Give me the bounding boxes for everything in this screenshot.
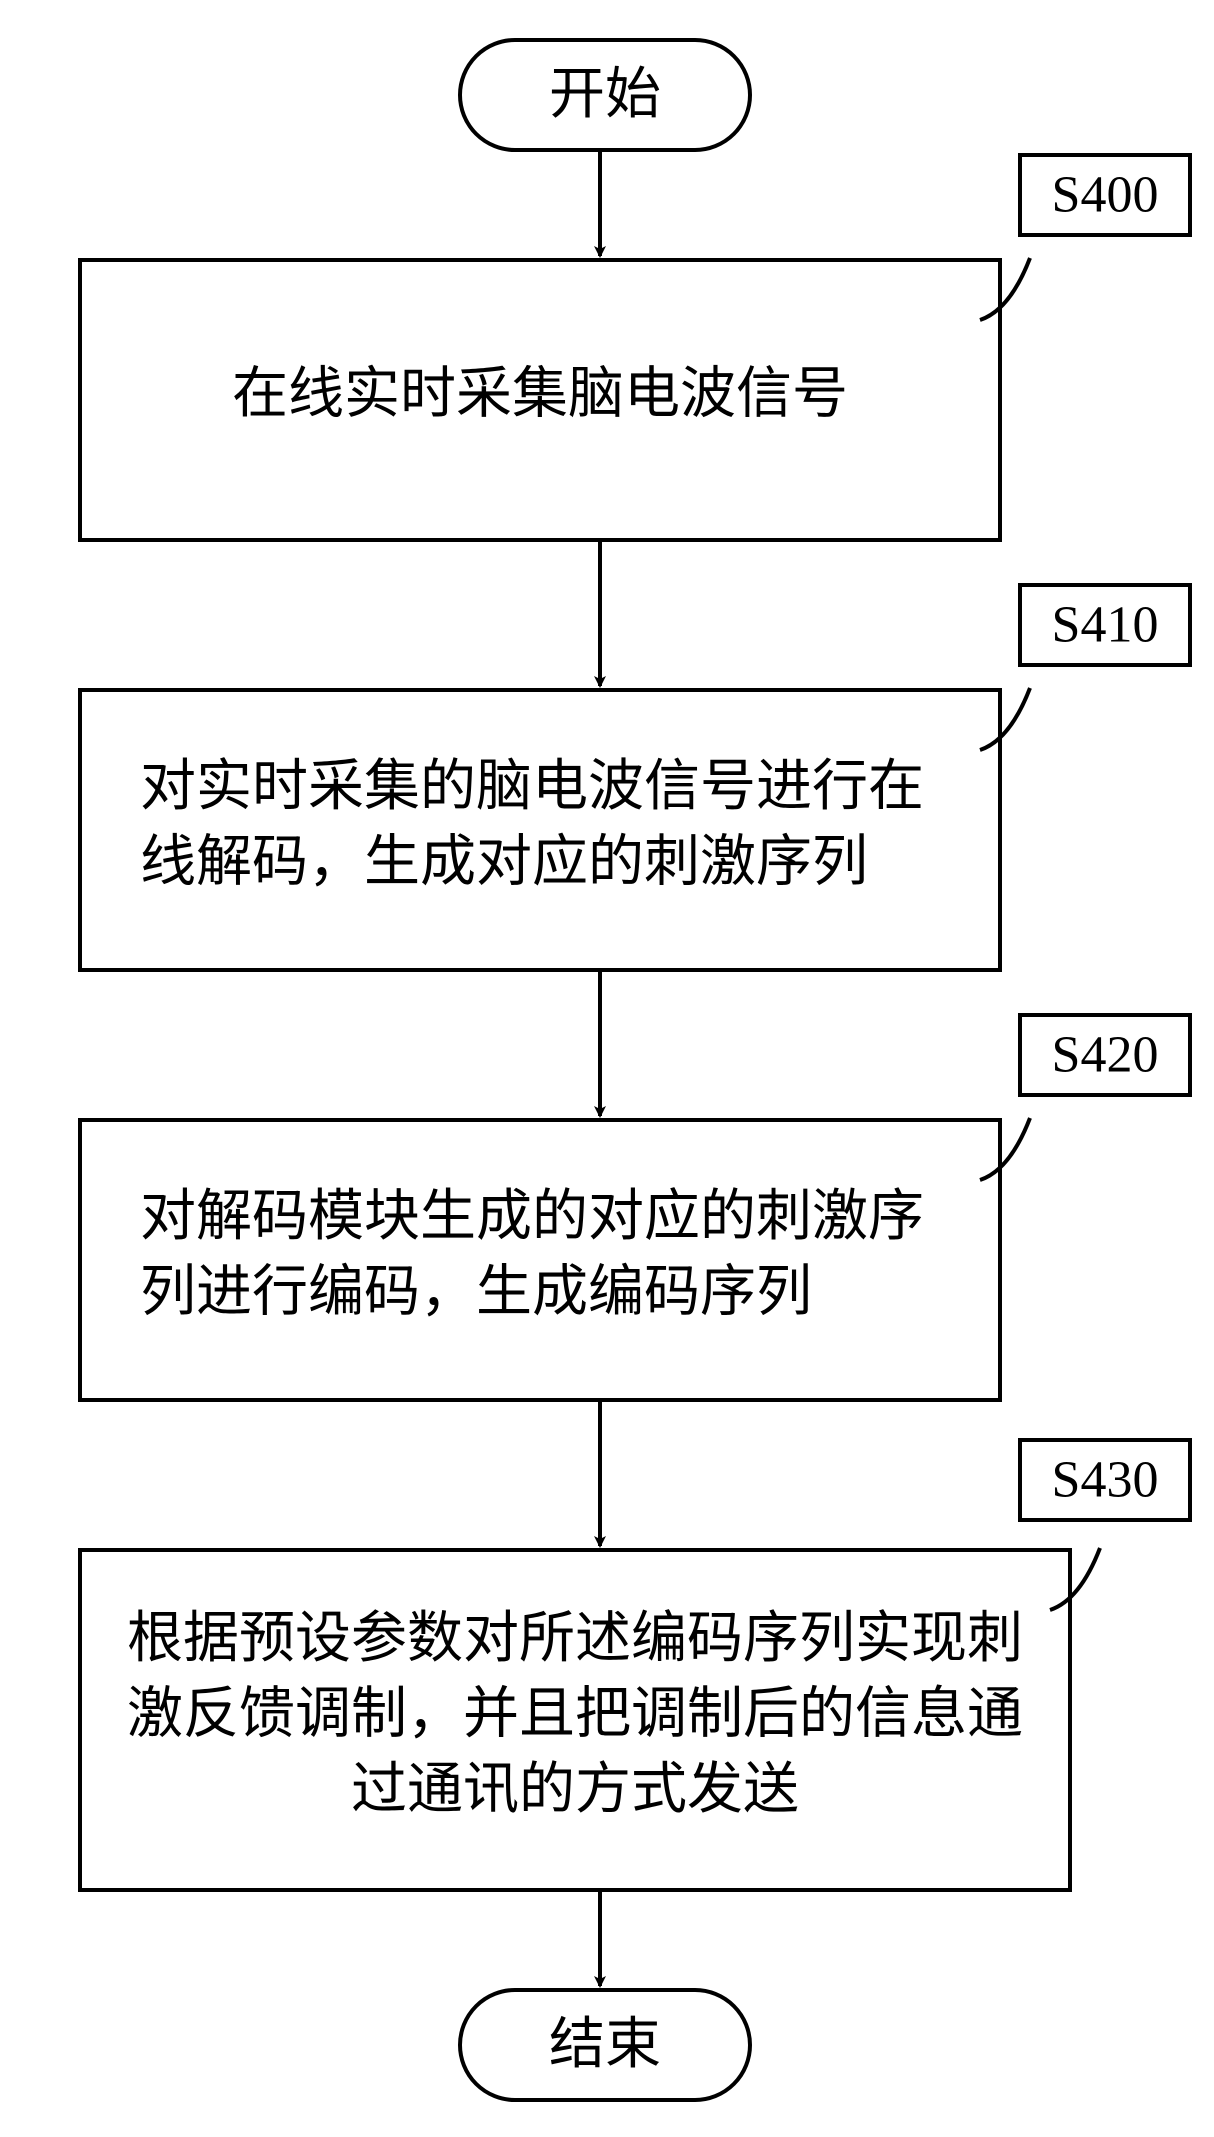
step-box-S420 bbox=[80, 1120, 1000, 1400]
step-text-S400-line0: 在线实时采集脑电波信号 bbox=[232, 364, 848, 426]
step-text-S420-line1: 列进行编码，生成编码序列 bbox=[140, 1261, 812, 1323]
label-hook-S400 bbox=[980, 258, 1030, 320]
start-terminal-label: 开始 bbox=[549, 64, 661, 126]
label-hook-S410 bbox=[980, 688, 1030, 750]
step-text-S420-line0: 对解码模块生成的对应的刺激序 bbox=[140, 1186, 924, 1248]
step-text-S430-line2: 过通讯的方式发送 bbox=[351, 1759, 799, 1821]
step-text-S430-line0: 根据预设参数对所述编码序列实现刺 bbox=[127, 1608, 1023, 1670]
step-label-S420: S420 bbox=[1052, 1027, 1159, 1084]
end-terminal-label: 结束 bbox=[549, 2014, 661, 2076]
step-text-S410-line0: 对实时采集的脑电波信号进行在 bbox=[140, 756, 924, 818]
step-label-S410: S410 bbox=[1052, 597, 1159, 654]
step-text-S430-line1: 激反馈调制，并且把调制后的信息通 bbox=[127, 1684, 1023, 1746]
label-hook-S430 bbox=[1050, 1548, 1100, 1610]
step-label-S400: S400 bbox=[1052, 167, 1159, 224]
step-text-S410-line1: 线解码，生成对应的刺激序列 bbox=[140, 831, 868, 893]
label-hook-S420 bbox=[980, 1118, 1030, 1180]
step-label-S430: S430 bbox=[1052, 1452, 1159, 1509]
step-box-S410 bbox=[80, 690, 1000, 970]
